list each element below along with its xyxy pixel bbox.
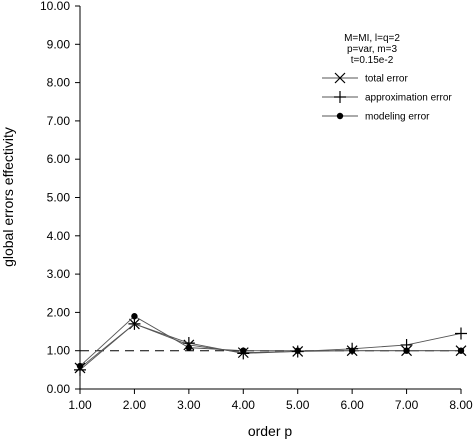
x-tick-label: 7.00	[395, 398, 419, 412]
data-point-dot	[76, 362, 84, 370]
x-tick-label: 5.00	[286, 398, 310, 412]
ticks: 0.00 1.00 2.00 3.00 4.00 5.00 6.00 7.00 8.00 9.00…	[40, 0, 473, 412]
legend-label: modeling error	[365, 112, 430, 123]
annotation-line-1: M=MI, l=q=2	[344, 33, 400, 44]
annotation-line-3: t=0.15e-2	[351, 55, 394, 66]
legend-marker-dot	[336, 112, 344, 120]
annotation-group: M=MI, l=q=2 p=var, m=3 t=0.15e-2	[344, 33, 400, 66]
series-line-dot	[79, 315, 461, 367]
data-point-dot	[185, 344, 193, 351]
legend-item: approximation error	[322, 91, 452, 104]
series-line-plus	[79, 323, 462, 371]
y-axis-title: global errors effectivity	[0, 127, 16, 267]
y-tick-label: 2.00	[47, 305, 71, 319]
y-tick-label: 8.00	[47, 76, 71, 90]
legend-label: total error	[365, 74, 408, 85]
y-tick-label: 3.00	[47, 267, 71, 281]
axes	[79, 6, 461, 390]
legend-item: total error	[322, 72, 408, 85]
data-point-dot	[240, 347, 247, 354]
legend: total error approximation error modeling e…	[322, 72, 452, 123]
data-point-dot	[457, 347, 465, 354]
x-tick-label: 8.00	[449, 398, 473, 412]
series-dot	[76, 313, 465, 370]
x-tick-label: 4.00	[232, 398, 256, 412]
data-point-dot	[294, 347, 301, 354]
data-point-plus	[455, 327, 467, 340]
x-tick-label: 1.00	[68, 398, 92, 412]
series-x	[74, 318, 467, 374]
x-tick-label: 6.00	[340, 398, 364, 412]
y-tick-label: 7.00	[47, 114, 71, 128]
x-tick-label: 3.00	[177, 398, 201, 412]
y-tick-label: 0.00	[47, 382, 71, 396]
legend-label: approximation error	[365, 93, 452, 104]
annotation-line-2: p=var, m=3	[347, 44, 397, 55]
y-tick-label: 10.00	[40, 0, 70, 13]
y-tick-label: 6.00	[47, 152, 71, 166]
x-tick-label: 2.00	[123, 398, 147, 412]
y-tick-label: 5.00	[47, 191, 71, 205]
series-plus	[74, 317, 467, 376]
y-tick-label: 1.00	[47, 344, 71, 358]
data-point-plus	[128, 317, 141, 330]
legend-marker-x	[334, 72, 346, 84]
data-point-dot	[348, 347, 356, 354]
series-line-x	[79, 323, 461, 369]
data-point-dot	[131, 313, 138, 320]
y-tick-label: 9.00	[47, 37, 71, 51]
series-group	[74, 313, 467, 376]
legend-marker-plus	[334, 91, 346, 103]
x-axis-title: order p	[248, 423, 293, 439]
legend-item: modeling error	[322, 112, 430, 123]
y-tick-label: 4.00	[47, 229, 71, 243]
data-point-dot	[403, 347, 410, 354]
